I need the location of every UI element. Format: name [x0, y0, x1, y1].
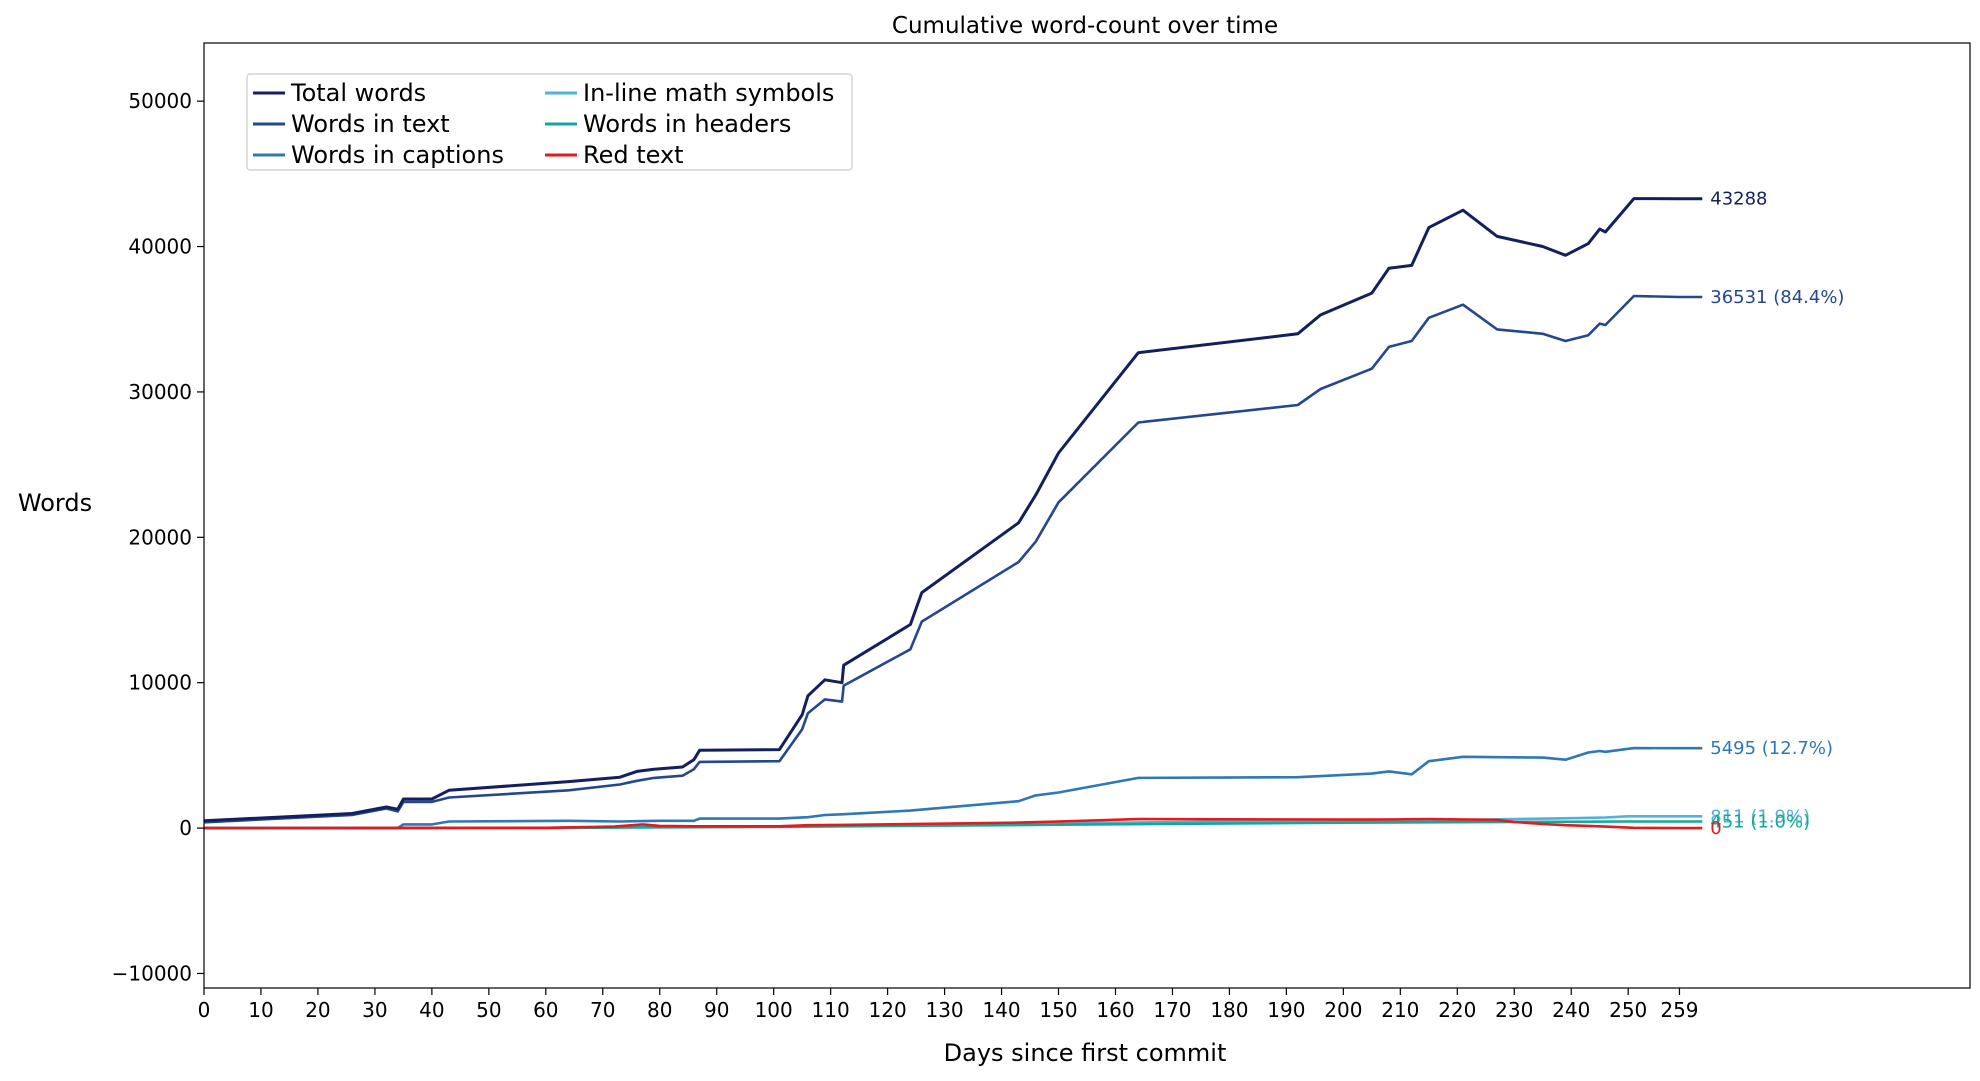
series-end-label: 811 (1.9%) [1710, 806, 1810, 827]
y-tick-label: 10000 [128, 671, 192, 695]
legend-label: Words in headers [583, 110, 791, 138]
y-tick-label: −10000 [112, 961, 192, 985]
x-tick-label: 220 [1438, 998, 1476, 1022]
x-tick-label: 259 [1660, 998, 1698, 1022]
y-tick-label: 0 [179, 816, 192, 840]
x-tick-label: 180 [1210, 998, 1248, 1022]
x-tick-label: 80 [647, 998, 672, 1022]
series-end-label: 43288 [1710, 189, 1767, 210]
series-end-label: 0 [1710, 818, 1721, 839]
legend-label: Words in captions [291, 141, 504, 169]
x-tick-label: 40 [419, 998, 444, 1022]
x-tick-label: 50 [476, 998, 501, 1022]
y-tick-label: 30000 [128, 380, 192, 404]
legend-label: Words in text [291, 110, 450, 138]
x-tick-label: 120 [869, 998, 907, 1022]
series-end-label: 5495 (12.7%) [1710, 738, 1833, 759]
y-axis-label: Words [18, 489, 92, 517]
series-end-label: 451 (1.0%) [1710, 812, 1810, 833]
x-tick-label: 60 [533, 998, 558, 1022]
x-tick-label: 130 [925, 998, 963, 1022]
y-tick-label: 20000 [128, 525, 192, 549]
x-tick-label: 200 [1324, 998, 1362, 1022]
plot-area [203, 197, 1703, 830]
plot-frame [203, 42, 1971, 989]
x-tick-label: 210 [1381, 998, 1419, 1022]
legend-label: Total words [290, 79, 426, 107]
y-tick-label: 40000 [128, 235, 192, 259]
x-tick-label: 150 [1039, 998, 1077, 1022]
legend: Total words Words in text Words in caption… [246, 73, 853, 171]
x-tick-label: 70 [590, 998, 615, 1022]
x-axis-ticks: 0 10 20 30 40 50 60 70 80 90 100 110 120 130 140 150 160… [198, 988, 1699, 1022]
x-tick-label: 190 [1267, 998, 1305, 1022]
legend-box [246, 73, 853, 171]
x-tick-label: 90 [704, 998, 729, 1022]
chart-title: Cumulative word-count over time [892, 13, 1278, 39]
series-line-total-words [203, 197, 1703, 823]
x-tick-label: 30 [362, 998, 387, 1022]
x-axis-label: Days since first commit [944, 1039, 1227, 1067]
x-tick-label: 100 [755, 998, 793, 1022]
x-tick-label: 170 [1153, 998, 1191, 1022]
legend-label: Red text [583, 141, 684, 169]
y-axis-ticks: −10000 0 10000 20000 30000 40000 50000 [112, 89, 204, 985]
series-end-label: 36531 (84.4%) [1710, 287, 1844, 308]
x-tick-label: 110 [812, 998, 850, 1022]
y-tick-label: 50000 [128, 89, 192, 113]
x-tick-label: 10 [248, 998, 273, 1022]
x-tick-label: 160 [1096, 998, 1134, 1022]
series-line-words-in-captions [204, 746, 1703, 830]
x-tick-label: 230 [1495, 998, 1533, 1022]
series-line-words-in-headers [203, 820, 1703, 830]
x-tick-label: 0 [198, 998, 211, 1022]
x-tick-label: 240 [1552, 998, 1590, 1022]
series-end-labels: 43288 36531 (84.4%) 5495 (12.7%) 811 (1.9%)… [1710, 189, 1844, 839]
legend-label: In-line math symbols [583, 79, 834, 107]
series-line-red-text [203, 817, 1703, 830]
x-tick-label: 140 [982, 998, 1020, 1022]
x-tick-label: 250 [1609, 998, 1647, 1022]
x-tick-label: 20 [305, 998, 330, 1022]
series-line-words-in-text [203, 294, 1703, 824]
